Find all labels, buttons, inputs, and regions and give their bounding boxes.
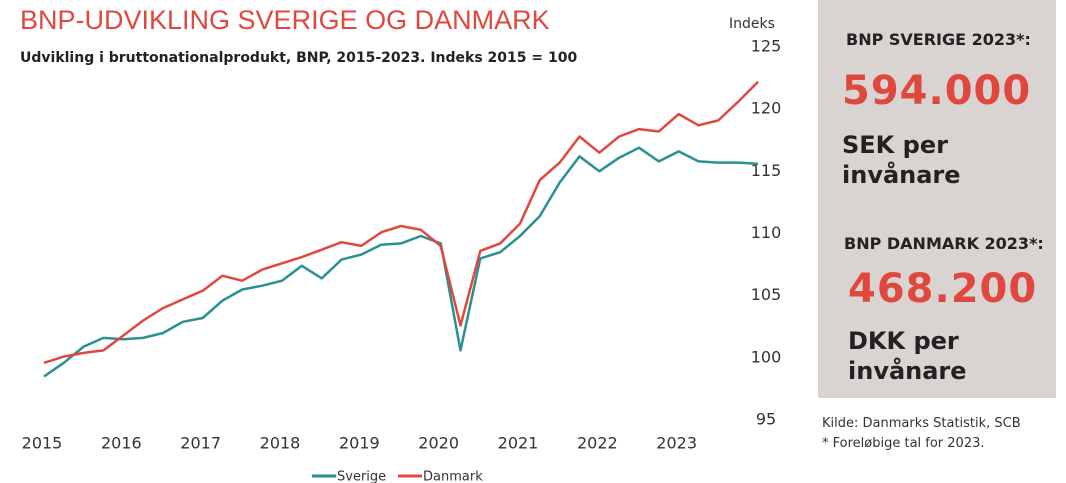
y-tick-label: 120: [751, 99, 782, 118]
x-tick-label: 2016: [101, 434, 142, 453]
data-line: [43, 146, 759, 378]
data-line: [43, 80, 759, 364]
x-tick-label: 2019: [339, 434, 380, 453]
denmark-value: 468.200: [848, 266, 1038, 312]
info-panel: BNP SVERIGE 2023*: 594.000 SEK per invån…: [818, 0, 1056, 398]
y-tick-label: 125: [751, 37, 782, 56]
chart-subtitle: Udvikling i bruttonationalprodukt, BNP, …: [20, 50, 577, 66]
x-tick-label: 2020: [418, 434, 459, 453]
x-tick-label: 2017: [180, 434, 221, 453]
sweden-heading: BNP SVERIGE 2023*:: [846, 30, 1031, 49]
sweden-value: 594.000: [842, 68, 1032, 114]
y-tick-label: 115: [751, 161, 782, 180]
chart-title: BNP-UDVIKLING SVERIGE OG DANMARK: [20, 5, 550, 35]
x-tick-label: 2023: [656, 434, 697, 453]
legend-label: Sverige: [337, 470, 386, 483]
denmark-heading: BNP DANMARK 2023*:: [844, 234, 1044, 253]
footnote: * Foreløbige tal for 2023.: [822, 436, 985, 451]
legend-label: Danmark: [423, 470, 483, 483]
source-note: Kilde: Danmarks Statistik, SCB: [822, 416, 1021, 431]
x-tick-label: 2021: [498, 434, 539, 453]
y-tick-label: 110: [751, 223, 782, 242]
y-tick-label: 105: [751, 285, 782, 304]
x-tick-label: 2018: [260, 434, 301, 453]
y-tick-label: 100: [751, 347, 782, 366]
y-axis-label: Indeks: [729, 16, 775, 32]
x-tick-label: 2022: [577, 434, 618, 453]
denmark-unit: DKK per invånare: [848, 327, 967, 385]
y-tick-label: 95: [756, 410, 776, 429]
x-tick-label: 2015: [22, 434, 63, 453]
sweden-unit: SEK per invånare: [842, 131, 961, 189]
chart: BNP-UDVIKLING SVERIGE OG DANMARK Udvikli…: [20, 5, 782, 483]
